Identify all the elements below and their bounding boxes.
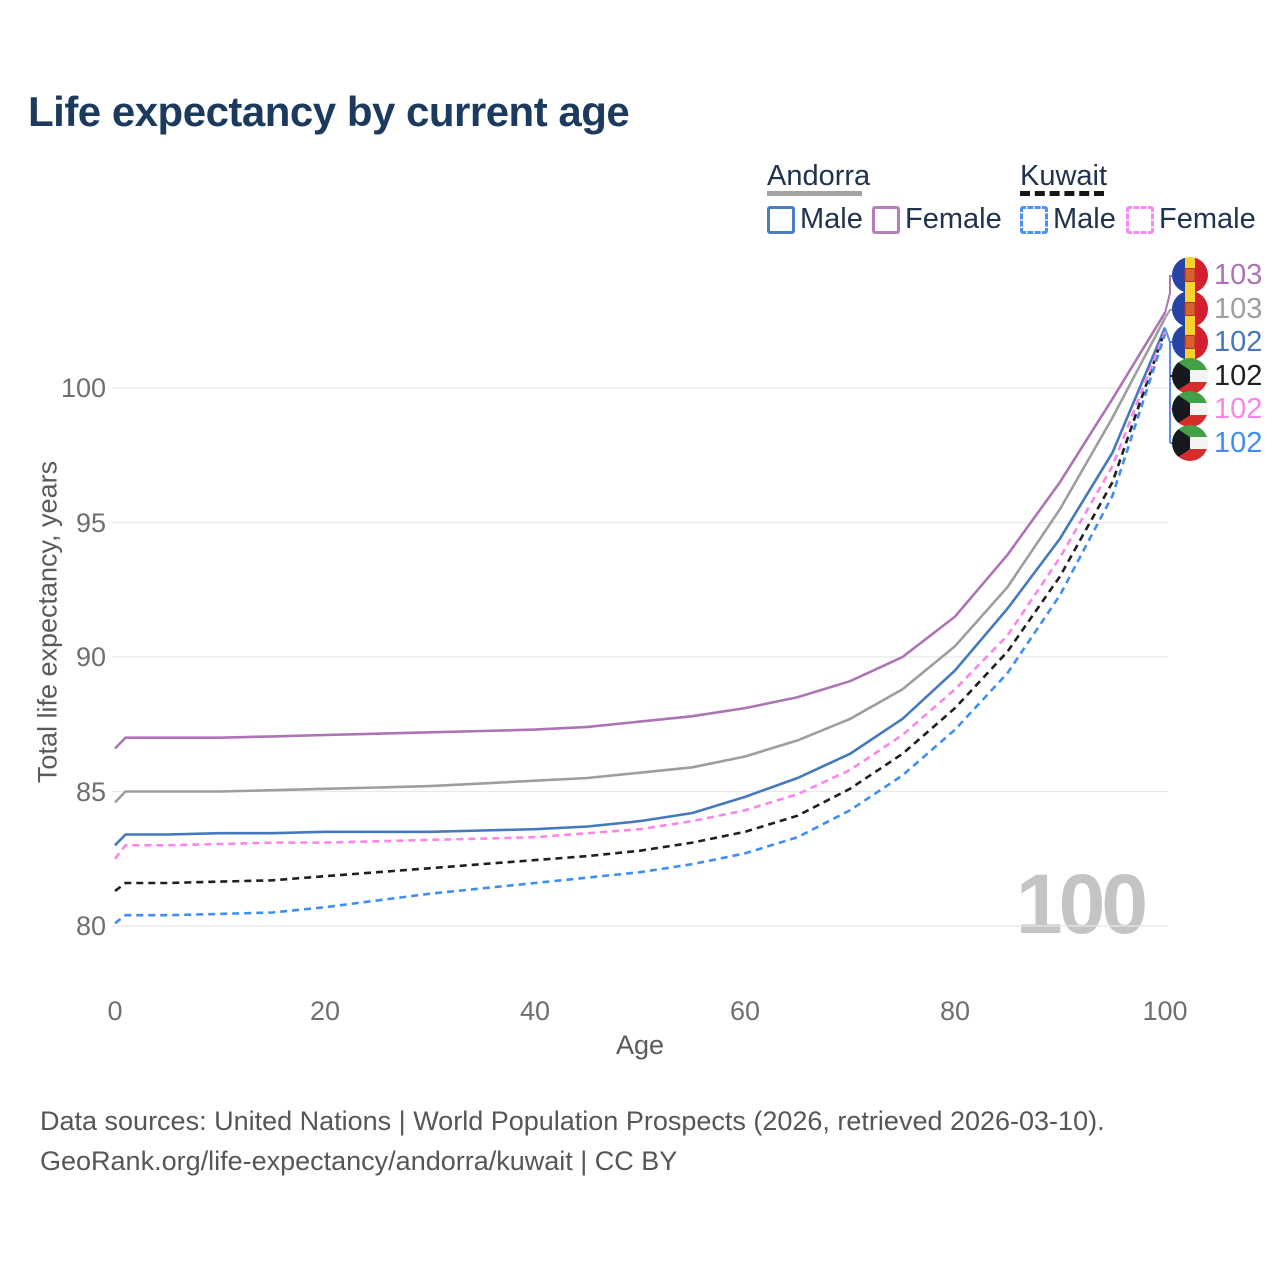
end-value-label: 102	[1214, 360, 1263, 392]
y-tick-label-85: 85	[75, 776, 106, 807]
andorra-female-swatch-icon[interactable]	[872, 206, 900, 234]
kuwait-flag-icon	[1172, 358, 1208, 394]
end-value-label: 102	[1214, 427, 1263, 459]
series-line-kuwait-female	[113, 331, 1167, 860]
end-value-label: 103	[1214, 293, 1263, 325]
andorra-flag-icon	[1172, 257, 1208, 293]
x-tick-label-100: 100	[1142, 996, 1188, 1026]
x-axis-title: Age	[615, 1030, 665, 1060]
kuwait-male-swatch-icon[interactable]	[1020, 206, 1048, 234]
series-line-kuwait-both-sexes	[114, 329, 1167, 893]
attribution-line: GeoRank.org/life-expectancy/andorra/kuwa…	[40, 1146, 678, 1176]
y-tick-label-95: 95	[75, 507, 106, 538]
kuwait-flag-icon	[1172, 391, 1208, 427]
data-source-line: Data sources: United Nations | World Pop…	[40, 1106, 1105, 1136]
end-value-label: 102	[1214, 326, 1263, 358]
x-tick-label-0: 0	[107, 996, 123, 1026]
x-tick-label-40: 40	[519, 996, 551, 1026]
series-line-andorra-both-sexes	[114, 317, 1167, 804]
legend-item-andorra-male[interactable]: Male	[800, 203, 863, 235]
y-tick-label-80: 80	[75, 911, 106, 941]
andorra-line-style-swatch	[767, 191, 862, 196]
legend-item-kuwait-female[interactable]: Female	[1159, 203, 1256, 235]
kuwait-female-swatch-icon[interactable]	[1126, 206, 1154, 234]
kuwait-flag-icon	[1172, 425, 1208, 461]
page-title: Life expectancy by current age	[28, 88, 630, 135]
end-value-label: 102	[1214, 393, 1263, 425]
connector-bracket	[1164, 327, 1171, 443]
legend-item-kuwait-male[interactable]: Male	[1053, 203, 1116, 235]
x-tick-label-60: 60	[729, 996, 761, 1026]
x-tick-label-20: 20	[309, 996, 341, 1026]
andorra-flag-icon	[1172, 324, 1208, 360]
age-watermark: 100	[1015, 857, 1148, 951]
y-tick-label-90: 90	[75, 642, 106, 672]
series-line-andorra-female	[114, 312, 1167, 750]
andorra-flag-icon	[1172, 291, 1208, 327]
series-line-kuwait-male	[114, 333, 1167, 925]
andorra-male-swatch-icon[interactable]	[767, 206, 795, 234]
legend-group-kuwait[interactable]: Kuwait	[1020, 160, 1108, 192]
x-tick-label-80: 80	[939, 996, 971, 1026]
kuwait-line-style-swatch	[1020, 191, 1104, 196]
series-line-andorra-male	[114, 326, 1167, 847]
y-tick-label-100: 100	[60, 373, 106, 403]
legend-item-andorra-female[interactable]: Female	[905, 203, 1002, 235]
end-value-label: 103	[1214, 259, 1263, 291]
legend-group-andorra[interactable]: Andorra	[767, 160, 871, 192]
